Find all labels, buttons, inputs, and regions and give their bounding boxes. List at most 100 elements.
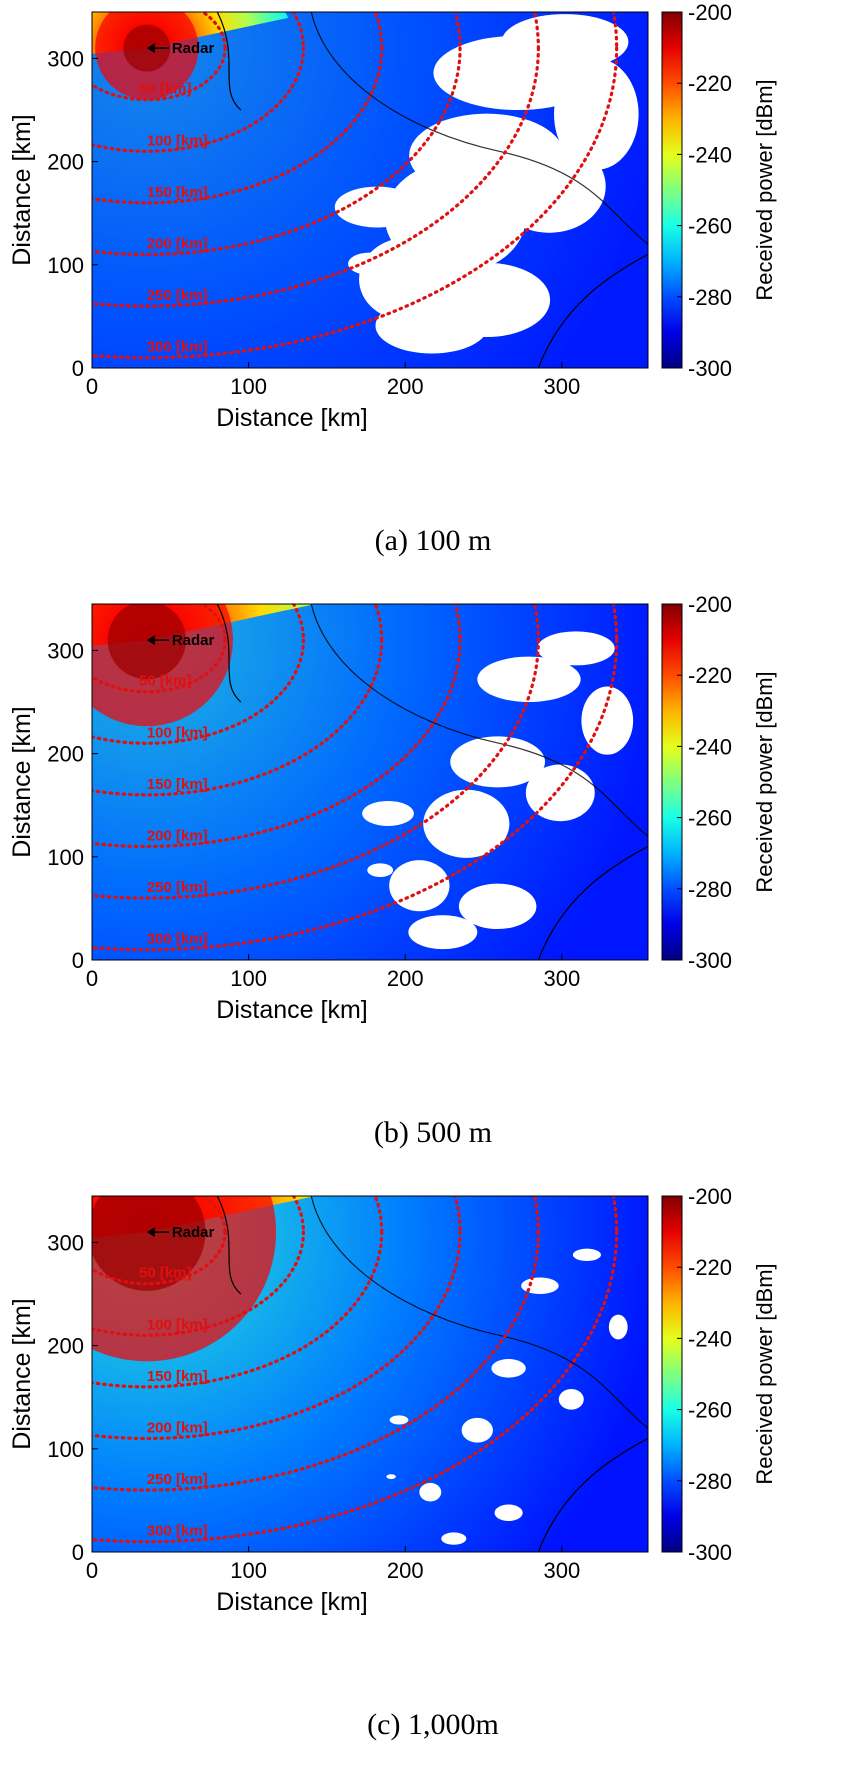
no-signal-region (572, 1248, 602, 1262)
range-ring (92, 12, 305, 153)
x-tick-label: 0 (86, 966, 98, 991)
range-ring (92, 604, 384, 797)
figure-panel-c: 50 [km] 100 [km] 150 [km] 200 [km] 250 [km] 3… (0, 1184, 866, 1776)
x-tick-label: 100 (230, 966, 267, 991)
radar-arrow-head (146, 635, 155, 646)
coastline (216, 1196, 242, 1295)
no-signal-region (525, 764, 595, 822)
range-ring-label: 150 [km] (147, 776, 208, 793)
no-signal-region (558, 1388, 584, 1410)
heatmap-area: 50 [km] 100 [km] 150 [km] 200 [km] 250 [km] 3… (92, 604, 648, 960)
x-axis-label: Distance [km] (216, 1588, 367, 1616)
coastline (216, 604, 242, 703)
x-tick-label: 0 (86, 1558, 98, 1583)
coastline (537, 1437, 648, 1552)
range-ring-label: 200 [km] (147, 827, 208, 844)
radar-arrow-head (146, 1227, 155, 1238)
colorbar-tick-label: -280 (688, 285, 732, 310)
colorbar (661, 11, 683, 369)
plot-frame (91, 11, 649, 369)
no-signal-region (334, 186, 420, 228)
range-ring (92, 604, 619, 952)
colorbar-tick-label: -220 (688, 663, 732, 688)
range-ring (92, 1196, 462, 1441)
colorbar-label: Received power [dBm] (752, 79, 777, 300)
colorbar (661, 1195, 683, 1553)
no-signal-region (386, 1474, 396, 1480)
figure-panel-a: 50 [km] 100 [km] 150 [km] 200 [km] 250 [km] 3… (0, 0, 866, 592)
colorbar-tick-label: -300 (688, 1540, 732, 1565)
y-tick-label: 200 (47, 1334, 84, 1359)
range-ring-label: 200 [km] (147, 1419, 208, 1436)
chart-panel-a: 50 [km] 100 [km] 150 [km] 200 [km] 250 [km] 3… (8, 0, 777, 432)
peak-core (92, 1196, 206, 1291)
range-ring (92, 1196, 384, 1389)
coastline (537, 253, 648, 368)
no-signal-region (458, 883, 537, 930)
coastline (537, 845, 648, 960)
y-axis-label: Distance [km] (8, 706, 36, 857)
range-ring (92, 12, 619, 360)
colorbar-tick-label: -200 (688, 0, 732, 25)
y-tick-label: 300 (47, 1230, 84, 1255)
range-ring (92, 12, 227, 102)
colorbar-tick-label: -280 (688, 877, 732, 902)
range-ring-label: 300 [km] (147, 339, 208, 356)
range-ring (92, 604, 462, 849)
range-ring (92, 1196, 305, 1337)
no-signal-region (419, 1482, 442, 1502)
figure-panel-b: 50 [km] 100 [km] 150 [km] 200 [km] 250 [km] 3… (0, 592, 866, 1184)
x-tick-label: 300 (543, 374, 580, 399)
peak-core (107, 604, 186, 680)
colorbar-tick-label: -200 (688, 592, 732, 617)
range-ring (92, 604, 305, 745)
coastline (310, 12, 648, 245)
colorbar-tick-label: -200 (688, 1184, 732, 1209)
no-signal-region (521, 1277, 559, 1295)
no-signal-region (581, 686, 634, 755)
range-ring (92, 12, 540, 308)
no-signal-region (441, 1532, 467, 1545)
no-signal-region (537, 631, 615, 666)
y-tick-label: 100 (47, 845, 84, 870)
range-ring (92, 1196, 540, 1492)
panel-caption: (a) 100 m (374, 524, 492, 557)
no-signal-region (389, 860, 450, 912)
no-signal-region (491, 1359, 526, 1378)
range-ring-label: 100 [km] (147, 132, 208, 149)
range-ring-label: 150 [km] (147, 184, 208, 201)
range-ring-label: 300 [km] (147, 931, 208, 948)
no-signal-region (494, 1504, 523, 1522)
heatmap-area: 50 [km] 100 [km] 150 [km] 200 [km] 250 [km] 3… (92, 12, 648, 368)
x-tick-label: 300 (543, 966, 580, 991)
coastline (310, 1196, 648, 1429)
radar-label: Radar (172, 1224, 215, 1241)
colorbar-tick-label: -260 (688, 806, 732, 831)
y-axis-label: Distance [km] (8, 114, 36, 265)
colorbar-tick-label: -240 (688, 142, 732, 167)
range-ring-label: 100 [km] (147, 724, 208, 741)
range-ring-label: 250 [km] (147, 879, 208, 896)
panel-caption: (b) 500 m (373, 1116, 493, 1149)
y-tick-label: 100 (47, 253, 84, 278)
y-tick-label: 0 (72, 356, 84, 381)
no-signal-region (501, 14, 629, 70)
no-signal-region (423, 789, 510, 858)
range-ring (92, 604, 540, 900)
no-signal-region (461, 1417, 493, 1443)
colorbar-tick-label: -280 (688, 1469, 732, 1494)
range-ring (92, 12, 384, 205)
range-ring-label: 200 [km] (147, 235, 208, 252)
x-tick-label: 100 (230, 374, 267, 399)
radar-label: Radar (172, 40, 215, 57)
no-signal-region (389, 1415, 409, 1425)
no-signal-region (348, 252, 391, 275)
y-tick-label: 300 (47, 638, 84, 663)
x-axis-label: Distance [km] (216, 404, 367, 432)
no-signal-region (477, 656, 581, 703)
x-tick-label: 0 (86, 374, 98, 399)
plot-frame (91, 603, 649, 961)
plot-frame (91, 1195, 649, 1553)
heatmap-area: 50 [km] 100 [km] 150 [km] 200 [km] 250 [km] 3… (92, 1196, 648, 1552)
no-signal-region (408, 915, 478, 950)
